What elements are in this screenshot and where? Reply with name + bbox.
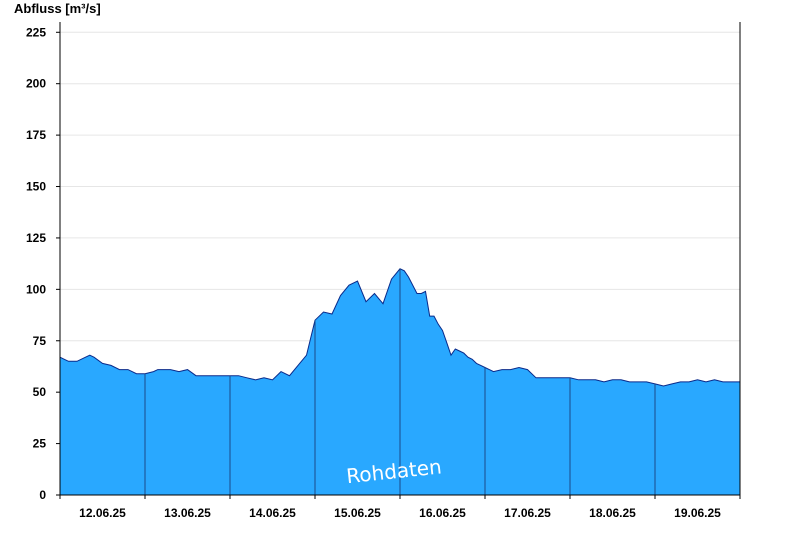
y-tick-label: 25 [33, 437, 47, 451]
x-tick-label: 14.06.25 [249, 506, 296, 520]
y-tick-label: 125 [26, 231, 46, 245]
series-line [59, 268, 740, 387]
x-axis-ticks: 12.06.25 13.06.25 14.06.25 15.06.25 16.06.25… [59, 495, 741, 520]
x-tick-label: 15.06.25 [334, 506, 381, 520]
x-tick-label: 16.06.25 [419, 506, 466, 520]
y-tick-label: 75 [33, 334, 47, 348]
y-tick-label: 175 [26, 128, 46, 142]
y-tick-label: 225 [26, 25, 46, 39]
y-tick-label: 50 [33, 385, 47, 399]
y-axis-title: Abfluss [m³/s] [14, 1, 101, 16]
y-axis-ticks: 0 25 50 75 100 125 150 175 200 225 [26, 25, 60, 502]
x-tick-label: 13.06.25 [164, 506, 211, 520]
y-tick-label: 200 [26, 77, 46, 91]
y-tick-label: 0 [39, 488, 46, 502]
day-separators [144, 268, 656, 495]
y-tick-label: 150 [26, 180, 46, 194]
y-tick-label: 100 [26, 282, 46, 296]
x-tick-label: 12.06.25 [79, 506, 126, 520]
x-tick-label: 18.06.25 [589, 506, 636, 520]
x-tick-label: 17.06.25 [504, 506, 551, 520]
x-tick-label: 19.06.25 [674, 506, 721, 520]
